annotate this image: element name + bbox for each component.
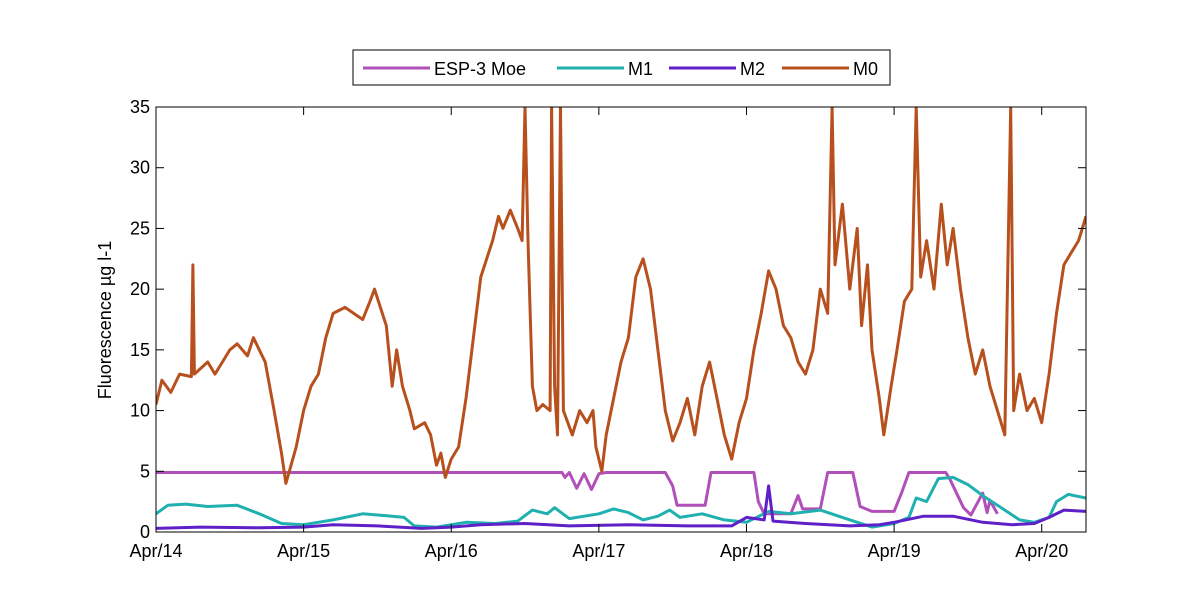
y-tick-label: 10 (130, 401, 150, 421)
legend-label-esp-3-moe: ESP-3 Moe (434, 59, 526, 79)
x-tick-label: Apr/14 (129, 541, 182, 561)
series-line-m0 (156, 107, 1086, 485)
x-tick-label: Apr/19 (868, 541, 921, 561)
series-layer (156, 107, 1086, 530)
legend-label-m0: M0 (853, 59, 878, 79)
y-axis-label: Fluorescence µg l-1 (95, 241, 115, 399)
series-line-esp-3-moe (156, 471, 999, 517)
plot-frame (155, 106, 1087, 533)
x-tick-label: Apr/18 (720, 541, 773, 561)
y-tick-label: 30 (130, 158, 150, 178)
y-tick-label: 20 (130, 279, 150, 299)
y-tick-label: 5 (140, 461, 150, 481)
x-tick-label: Apr/15 (277, 541, 330, 561)
series-line-m2 (156, 484, 1086, 530)
y-tick-label: 35 (130, 97, 150, 117)
axes-layer: 0 5 10 15 20 25 30 35 Apr/14 Apr/15 Apr/16 Apr/17 Ap… (129, 97, 1087, 561)
x-tick-label: Apr/16 (425, 541, 478, 561)
legend: ESP-3 Moe M1 M2 M0 (352, 49, 891, 86)
y-tick-label: 25 (130, 218, 150, 238)
x-tick-label: Apr/20 (1015, 541, 1068, 561)
y-tick-label: 15 (130, 340, 150, 360)
legend-label-m2: M2 (740, 59, 765, 79)
legend-label-m1: M1 (628, 59, 653, 79)
series-line-m1 (156, 475, 1086, 529)
x-tick-label: Apr/17 (572, 541, 625, 561)
y-tick-label: 0 (140, 522, 150, 542)
